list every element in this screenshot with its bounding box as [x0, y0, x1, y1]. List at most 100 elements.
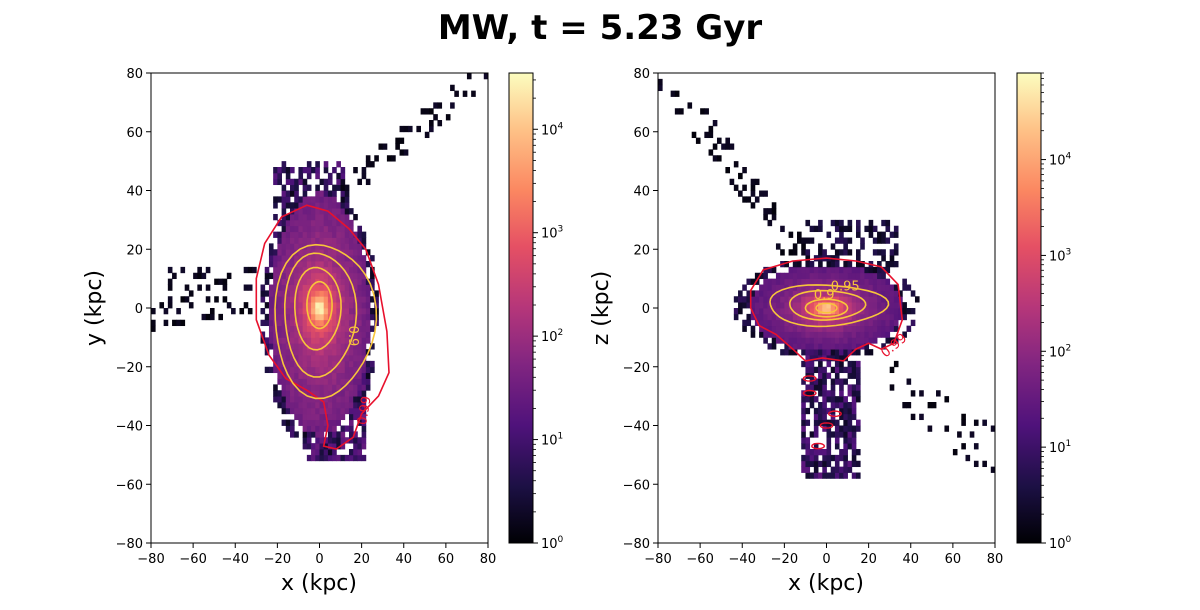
right-heat-cell — [839, 466, 844, 473]
right-heat-cell — [809, 431, 815, 438]
left-heat-cell — [290, 219, 295, 227]
left-heat-cell — [281, 237, 287, 244]
right-heat-cell — [801, 278, 806, 285]
right-heat-cell — [775, 243, 781, 250]
left-heat-cell — [361, 343, 367, 350]
left-heat-cell — [353, 231, 358, 238]
right-heat-cell — [851, 302, 857, 309]
left-heat-cell — [340, 349, 346, 356]
left-heat-cell — [357, 319, 363, 327]
left-heat-cell — [294, 196, 299, 203]
left-heat-cell — [315, 243, 320, 250]
right-heat-cell — [864, 319, 870, 327]
right-heat-cell — [864, 349, 870, 356]
right-heat-cell — [813, 466, 819, 473]
left-heat-cell — [340, 208, 346, 215]
left-heat-cell — [306, 284, 312, 291]
left-heat-cell — [344, 202, 350, 209]
right-heat-cell — [834, 472, 840, 479]
right-heat-cell — [877, 296, 882, 303]
right-heat-cell — [797, 343, 802, 350]
left-heat-cell — [424, 131, 430, 139]
left-xtick-label: −80 — [137, 552, 164, 567]
right-heat-cell — [826, 278, 832, 285]
right-heat-cell — [872, 331, 878, 338]
right-heat-cell — [864, 302, 870, 309]
left-heat-cell — [344, 337, 350, 344]
left-heat-cell — [332, 366, 337, 374]
right-heat-cell — [801, 319, 806, 327]
left-heat-cell — [294, 296, 299, 303]
left-heat-cell — [336, 355, 341, 362]
left-heat-cell — [336, 366, 341, 374]
left-heat-cell — [285, 407, 291, 415]
right-ytick-label: −20 — [623, 361, 650, 376]
right-heat-cell — [801, 237, 806, 244]
right-heat-cell — [919, 413, 924, 421]
right-heat-cell — [910, 319, 916, 327]
left-heat-cell — [273, 255, 278, 262]
left-heat-cell — [403, 125, 409, 133]
left-heat-cell — [205, 296, 211, 303]
left-heat-cell — [361, 419, 367, 426]
left-heat-cell — [306, 337, 312, 344]
left-heat-cell — [332, 355, 337, 362]
left-heat-cell — [340, 255, 346, 262]
left-heat-cell — [268, 319, 274, 327]
left-heat-cell — [344, 237, 350, 244]
right-heat-cell — [834, 308, 840, 315]
left-heat-cell — [281, 184, 287, 191]
left-heat-cell — [298, 272, 304, 280]
left-heat-cell — [273, 278, 278, 285]
right-heat-cell — [893, 261, 899, 268]
right-heat-cell — [881, 319, 886, 327]
right-heat-cell — [763, 190, 768, 197]
left-heat-cell — [319, 407, 325, 415]
left-heat-cell — [290, 337, 295, 344]
right-xtick-label: 60 — [945, 552, 962, 567]
right-heat-cell — [834, 366, 840, 374]
left-heat-cell — [315, 219, 320, 227]
left-heat-cell — [167, 302, 173, 309]
left-heat-cell — [323, 402, 329, 409]
left-heat-cell — [332, 167, 337, 174]
left-heat-cell — [327, 261, 333, 268]
left-heat-cell — [290, 425, 295, 432]
right-heat-cell — [885, 337, 891, 344]
right-heat-cell — [805, 419, 811, 426]
right-heat-cell — [839, 407, 844, 415]
right-heat-cell — [754, 178, 760, 186]
left-heat-cell — [311, 413, 316, 421]
right-heat-cell — [695, 137, 701, 144]
left-heat-cell — [340, 167, 346, 174]
left-heat-cell — [323, 284, 329, 291]
right-heat-cell — [902, 331, 907, 338]
right-heat-cell — [780, 278, 785, 285]
right-heat-cell — [658, 78, 663, 86]
left-heat-cell — [348, 343, 354, 350]
right-heat-cell — [801, 349, 806, 356]
left-heat-cell — [306, 302, 312, 309]
right-heat-cell — [784, 337, 789, 344]
left-heat-cell — [285, 355, 291, 362]
left-heat-cell — [348, 349, 354, 356]
left-heat-cell — [306, 396, 312, 403]
right-heat-cell — [805, 261, 811, 268]
right-heat-cell — [750, 296, 756, 303]
left-heat-cell — [319, 413, 325, 421]
left-heat-cell — [332, 190, 337, 197]
right-heat-cell — [746, 196, 752, 203]
right-heat-cell — [839, 278, 844, 285]
right-heat-cell — [868, 349, 874, 356]
left-cbar-tick-label: 100 — [541, 535, 564, 552]
left-heat-cell — [294, 272, 299, 280]
right-heat-cell — [805, 384, 811, 391]
left-heat-cell — [277, 249, 282, 256]
right-heat-cell — [847, 261, 853, 268]
left-heat-cell — [353, 272, 358, 280]
left-heat-cell — [357, 349, 363, 356]
left-heat-cell — [462, 90, 468, 97]
left-heat-cell — [294, 208, 299, 215]
left-heat-cell — [306, 272, 312, 280]
left-heat-cell — [323, 249, 329, 256]
